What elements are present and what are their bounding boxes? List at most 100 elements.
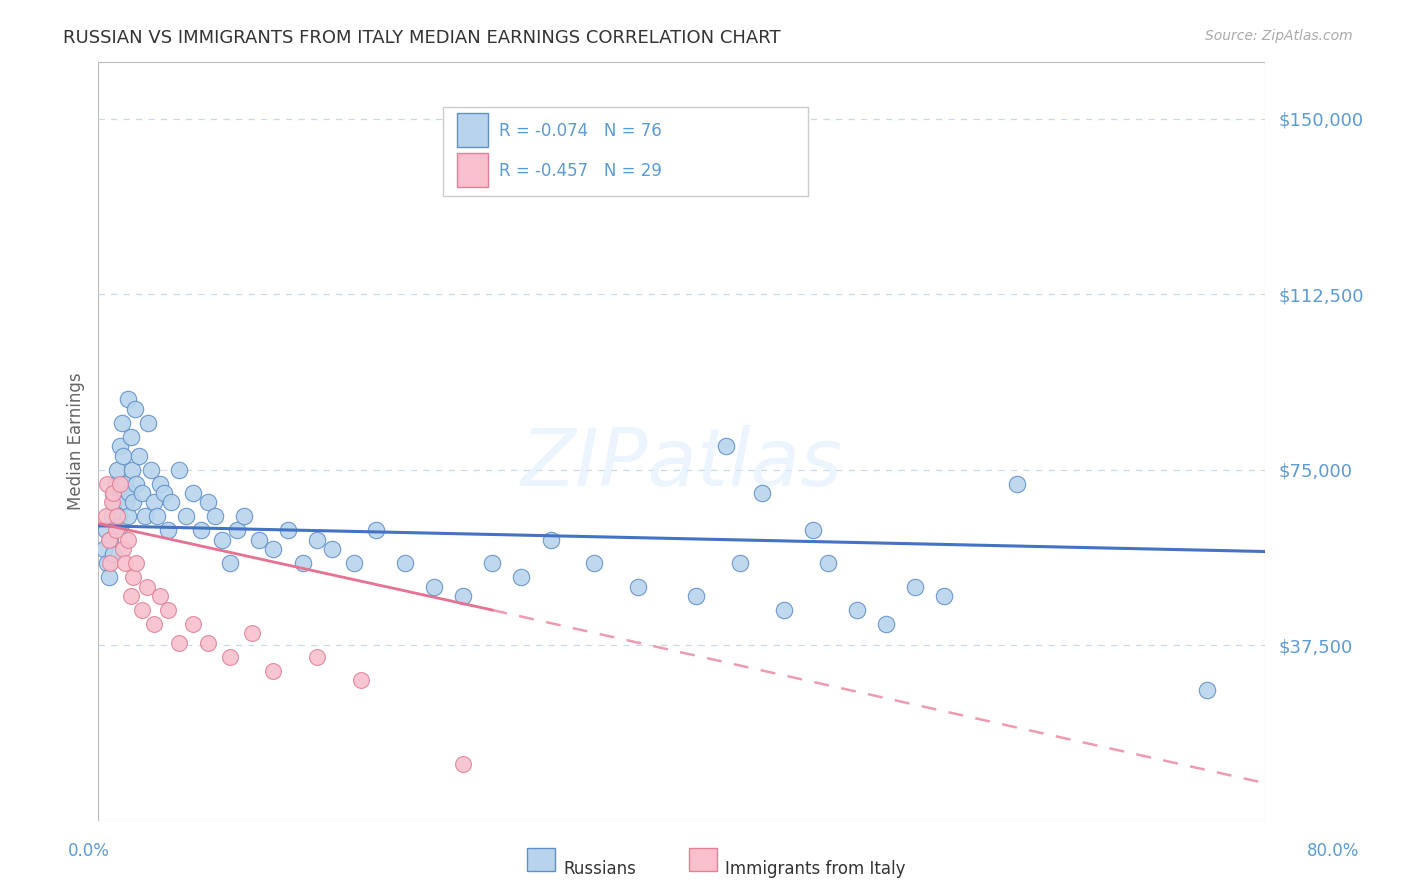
Point	[190, 524, 212, 538]
Point	[1195, 682, 1218, 697]
Point	[627, 580, 650, 594]
Point	[104, 476, 127, 491]
Point	[233, 509, 256, 524]
Point	[751, 486, 773, 500]
Point	[125, 476, 148, 491]
Text: 0.0%: 0.0%	[67, 842, 110, 860]
Point	[134, 509, 156, 524]
Point	[118, 486, 141, 500]
Point	[110, 476, 132, 491]
Point	[343, 556, 366, 570]
Point	[218, 556, 240, 570]
Point	[875, 617, 897, 632]
Text: 80.0%: 80.0%	[1306, 842, 1360, 860]
Point	[110, 439, 132, 453]
Point	[157, 524, 180, 538]
Point	[108, 509, 131, 524]
Point	[142, 495, 165, 509]
Point	[98, 533, 121, 547]
Point	[181, 617, 204, 632]
Point	[146, 509, 169, 524]
Point	[451, 589, 474, 603]
Point	[247, 533, 270, 547]
Point	[423, 580, 446, 594]
Point	[94, 509, 117, 524]
Point	[307, 533, 329, 547]
Text: RUSSIAN VS IMMIGRANTS FROM ITALY MEDIAN EARNINGS CORRELATION CHART: RUSSIAN VS IMMIGRANTS FROM ITALY MEDIAN …	[63, 29, 780, 46]
Point	[934, 589, 956, 603]
Point	[307, 649, 329, 664]
Point	[101, 486, 124, 500]
Point	[97, 533, 120, 547]
Point	[291, 556, 314, 570]
Point	[104, 524, 127, 538]
Text: Immigrants from Italy: Immigrants from Italy	[725, 860, 905, 878]
Point	[204, 509, 226, 524]
Point	[105, 462, 128, 476]
Point	[817, 556, 839, 570]
Point	[115, 495, 138, 509]
Point	[197, 636, 219, 650]
Point	[240, 626, 263, 640]
Point	[226, 524, 249, 538]
Point	[117, 392, 139, 407]
Point	[131, 603, 153, 617]
Point	[98, 556, 121, 570]
Point	[110, 518, 132, 533]
Point	[105, 509, 128, 524]
Point	[131, 486, 153, 500]
Point	[583, 556, 606, 570]
Point	[114, 556, 136, 570]
Point	[120, 430, 142, 444]
Point	[149, 476, 172, 491]
Point	[103, 495, 125, 509]
Point	[135, 580, 157, 594]
Point	[218, 649, 240, 664]
Point	[117, 509, 139, 524]
Point	[321, 542, 343, 557]
Text: Russians: Russians	[564, 860, 637, 878]
Point	[801, 524, 824, 538]
Point	[125, 556, 148, 570]
Point	[100, 495, 122, 509]
Point	[120, 589, 142, 603]
Point	[1007, 476, 1029, 491]
Point	[112, 542, 135, 557]
Point	[100, 509, 122, 524]
Point	[128, 449, 150, 463]
Point	[160, 495, 183, 509]
Point	[714, 439, 737, 453]
Point	[101, 486, 124, 500]
Point	[157, 603, 180, 617]
Point	[111, 416, 134, 430]
Point	[685, 589, 707, 603]
Point	[94, 524, 117, 538]
Point	[510, 570, 533, 584]
Point	[167, 462, 190, 476]
Point	[174, 509, 197, 524]
Point	[117, 533, 139, 547]
Point	[96, 476, 118, 491]
Y-axis label: Median Earnings: Median Earnings	[66, 373, 84, 510]
Point	[93, 542, 115, 557]
Text: R = -0.457   N = 29: R = -0.457 N = 29	[499, 162, 662, 180]
Point	[112, 449, 135, 463]
Point	[124, 401, 146, 416]
Point	[167, 636, 190, 650]
Point	[904, 580, 927, 594]
Point	[197, 495, 219, 509]
Point	[394, 556, 416, 570]
Point	[149, 589, 172, 603]
Point	[153, 486, 176, 500]
Point	[262, 542, 284, 557]
Point	[846, 603, 869, 617]
Point	[773, 603, 796, 617]
Point	[350, 673, 373, 688]
Point	[122, 495, 145, 509]
Point	[540, 533, 562, 547]
Text: R = -0.074   N = 76: R = -0.074 N = 76	[499, 121, 662, 140]
Point	[114, 476, 136, 491]
Point	[481, 556, 503, 570]
Point	[97, 570, 120, 584]
Text: ZIPatlas: ZIPatlas	[520, 425, 844, 503]
